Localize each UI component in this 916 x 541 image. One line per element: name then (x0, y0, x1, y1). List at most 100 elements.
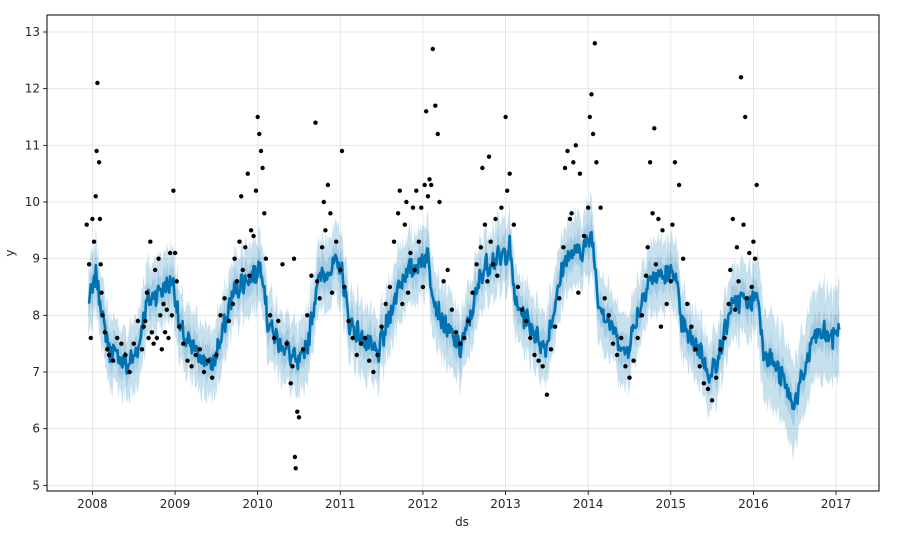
observed-point (569, 211, 574, 216)
observed-point (162, 330, 168, 335)
observed-point (562, 165, 568, 171)
observed-point (131, 341, 136, 346)
observed-point (257, 131, 262, 137)
observed-point (149, 330, 155, 335)
observed-point (491, 262, 496, 267)
observed-point (412, 267, 417, 273)
observed-point (234, 279, 240, 284)
observed-point (478, 245, 483, 250)
observed-point (123, 352, 128, 358)
observed-point (253, 188, 259, 193)
observed-point (177, 324, 182, 329)
observed-point (474, 262, 479, 267)
observed-point (652, 126, 657, 131)
observed-point (146, 335, 151, 341)
observed-point (445, 267, 450, 273)
observed-point (305, 313, 310, 318)
observed-point (602, 296, 607, 301)
observed-point (470, 290, 475, 295)
observed-point (658, 324, 664, 329)
observed-point (606, 313, 611, 318)
y-tick-label: 8 (32, 308, 40, 322)
x-axis-label: ds (455, 515, 469, 529)
observed-point (358, 341, 364, 346)
observed-point (730, 216, 735, 222)
observed-point (552, 324, 558, 329)
x-tick-label: 2012 (408, 497, 439, 511)
observed-point (429, 182, 434, 188)
observed-point (405, 290, 411, 295)
observed-point (280, 262, 285, 267)
observed-point (171, 188, 176, 193)
observed-point (709, 398, 715, 403)
observed-point (647, 160, 653, 165)
observed-point (153, 267, 158, 273)
observed-point (110, 358, 116, 363)
observed-point (375, 352, 380, 358)
observed-point (726, 301, 731, 307)
observed-point (100, 313, 105, 318)
observed-point (99, 290, 104, 295)
observed-point (284, 341, 289, 346)
observed-point (524, 318, 529, 324)
observed-point (410, 205, 416, 210)
observed-point (664, 301, 669, 307)
observed-point (744, 296, 749, 301)
observed-point (485, 279, 490, 284)
observed-point (258, 148, 264, 154)
observed-point (334, 239, 339, 244)
observed-point (339, 148, 345, 154)
observed-point (148, 239, 153, 244)
observed-point (255, 114, 260, 120)
observed-point (590, 131, 596, 137)
observed-point (288, 381, 293, 386)
y-tick-label: 7 (32, 365, 40, 379)
observed-point (218, 313, 223, 318)
observed-point (293, 466, 298, 471)
observed-point (623, 364, 628, 369)
observed-point (230, 301, 236, 307)
observed-point (319, 245, 325, 250)
observed-point (292, 454, 298, 460)
observed-point (589, 92, 594, 97)
observed-point (714, 375, 719, 380)
observed-point (544, 392, 550, 397)
observed-point (414, 188, 419, 193)
observed-point (164, 307, 169, 312)
observed-point (391, 239, 397, 244)
grid (47, 15, 879, 491)
observed-point (367, 358, 372, 363)
observed-point (167, 250, 173, 256)
observed-point (346, 318, 351, 324)
observed-point (548, 347, 554, 352)
observed-point (97, 216, 103, 222)
observed-point (189, 364, 194, 369)
observed-point (193, 352, 198, 358)
observed-point (416, 239, 421, 244)
observed-point (290, 364, 295, 369)
observed-point (635, 335, 640, 341)
observed-point (495, 273, 500, 278)
observed-point (251, 233, 256, 239)
observed-point (93, 194, 98, 199)
x-tick-label: 2011 (325, 497, 356, 511)
observed-point (181, 341, 186, 346)
observed-point (653, 262, 659, 267)
observed-point (754, 182, 759, 188)
observed-point (174, 279, 179, 284)
observed-point (323, 228, 328, 233)
y-axis-ticks: 5 6 7 8 9 10 11 12 13 (25, 25, 47, 492)
observed-point (586, 205, 591, 210)
observed-point (488, 239, 493, 244)
x-tick-label: 2014 (573, 497, 604, 511)
observed-point (430, 46, 435, 52)
observed-point (435, 131, 440, 137)
observed-point (395, 211, 401, 216)
observed-point (135, 318, 141, 324)
observed-point (619, 335, 624, 341)
observed-point (728, 267, 733, 273)
observed-point (158, 313, 163, 318)
observed-point (119, 341, 124, 346)
observed-point (91, 239, 97, 244)
